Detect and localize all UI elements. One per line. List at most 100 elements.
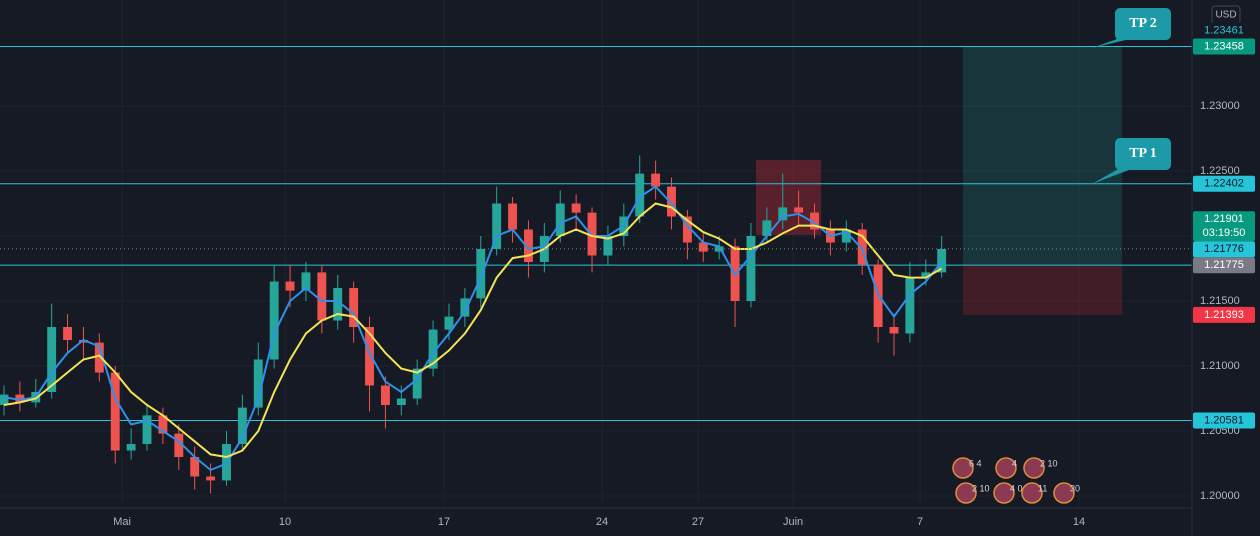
callout-box — [1115, 138, 1171, 170]
callout-tail — [1092, 38, 1134, 48]
candle-body — [714, 246, 724, 252]
x-tick-label: 27 — [692, 516, 704, 528]
plot: Mai 10 17 24 27 Juin 7 14 — [0, 0, 1192, 528]
event-icon — [952, 457, 974, 479]
x-tick-label: 24 — [596, 516, 608, 528]
moving-average — [3, 185, 943, 472]
tp2-callout[interactable]: TP 2 — [1092, 8, 1171, 48]
candle-body — [285, 281, 295, 291]
event-marker[interactable]: 6 4 — [952, 457, 982, 479]
price-tag-label: 1.21775 — [1204, 259, 1244, 271]
candle-body — [269, 281, 279, 360]
candle-body — [78, 340, 88, 343]
candle-body — [301, 272, 311, 291]
event-label: 2 10 — [972, 483, 990, 493]
callout-text: TP 1 — [1129, 146, 1157, 161]
candle-body — [682, 216, 692, 243]
candle-body — [174, 433, 184, 458]
price-tag-label: 1.23461 — [1204, 24, 1244, 36]
candle-body — [794, 207, 804, 213]
currency: USD — [1215, 10, 1236, 21]
event-icon — [1053, 482, 1075, 504]
candle-body — [810, 212, 819, 230]
candle-body — [333, 288, 343, 321]
candle-body — [460, 298, 470, 317]
candle-body — [428, 329, 438, 369]
candle-body — [476, 249, 486, 299]
candle-body — [206, 476, 216, 481]
x-tick-label: Juin — [783, 516, 803, 528]
candle-body — [158, 415, 168, 434]
price-tag-label: 1.23458 — [1204, 40, 1244, 52]
candle-body — [142, 415, 152, 445]
event-label: 6 4 — [969, 458, 982, 468]
event-marker[interactable]: 4 — [995, 457, 1017, 479]
y-tick-label: 1.20000 — [1200, 490, 1240, 502]
candle-body — [762, 220, 772, 237]
price-tag — [1193, 38, 1255, 55]
x-tick-label: 7 — [917, 516, 923, 528]
event-marker[interactable]: 4 0 — [993, 482, 1023, 504]
price-tag-label: 1.22402 — [1204, 178, 1244, 190]
candle-body — [571, 203, 581, 213]
price-tag-label: 1.21393 — [1204, 309, 1244, 321]
candle-body — [380, 385, 390, 406]
y-tick-label: 1.21500 — [1200, 295, 1240, 307]
zone — [962, 265, 1123, 315]
event-marker[interactable]: 2 10 — [1023, 457, 1058, 479]
tp1-callout[interactable]: TP 1 — [1092, 138, 1171, 184]
candle-body — [508, 203, 518, 230]
y-tick-label: 1.22500 — [1200, 165, 1240, 177]
zone — [962, 46, 1123, 266]
candle-body — [746, 236, 756, 302]
price-tag — [1193, 257, 1255, 274]
event-icon — [955, 482, 977, 504]
candle-body — [253, 359, 263, 408]
candle-body — [905, 277, 915, 334]
price-tag-label: 1.21901 — [1204, 213, 1244, 225]
candle-body — [396, 398, 406, 406]
event-marker[interactable]: 11 — [1021, 482, 1047, 504]
candle-body — [841, 229, 851, 243]
candle-body — [94, 342, 104, 373]
candle-body — [555, 203, 565, 237]
event-label: 4 0 — [1010, 483, 1023, 493]
candle-body — [15, 394, 25, 403]
candle-body — [635, 173, 645, 217]
price-tag-label: 1.21776 — [1204, 243, 1244, 255]
candle-body — [857, 229, 867, 265]
event-label: 4 — [1012, 458, 1017, 468]
candle-body — [0, 394, 9, 406]
candle-body — [110, 372, 120, 451]
event-icon — [1021, 482, 1043, 504]
candle-body — [47, 327, 57, 393]
candle-body — [63, 327, 72, 341]
y-tick-label: 1.21000 — [1200, 360, 1240, 372]
price-tag — [1193, 211, 1255, 242]
candle-body — [365, 327, 374, 386]
event-icon — [995, 457, 1017, 479]
candle-body — [698, 242, 708, 252]
candle-body — [921, 272, 931, 278]
price-tag-label: 1.20581 — [1204, 414, 1244, 426]
callout-tail — [1092, 168, 1134, 184]
y-tick-label: 1.23000 — [1200, 100, 1240, 112]
event-icon — [993, 482, 1015, 504]
moving-average — [3, 202, 943, 459]
candle-body — [889, 327, 899, 334]
candle-body — [126, 444, 136, 451]
event-marker[interactable]: 2 10 — [955, 482, 990, 504]
candle-body — [492, 203, 502, 250]
candle-body — [349, 288, 359, 328]
x-tick-label: 14 — [1073, 516, 1085, 528]
candle-body — [444, 316, 454, 330]
event-marker[interactable]: 30 — [1053, 482, 1080, 504]
candle-body — [587, 212, 597, 256]
price-tag — [1193, 412, 1255, 429]
event-icon — [1023, 457, 1045, 479]
candle-body — [412, 368, 422, 399]
price-tag — [1193, 241, 1255, 258]
